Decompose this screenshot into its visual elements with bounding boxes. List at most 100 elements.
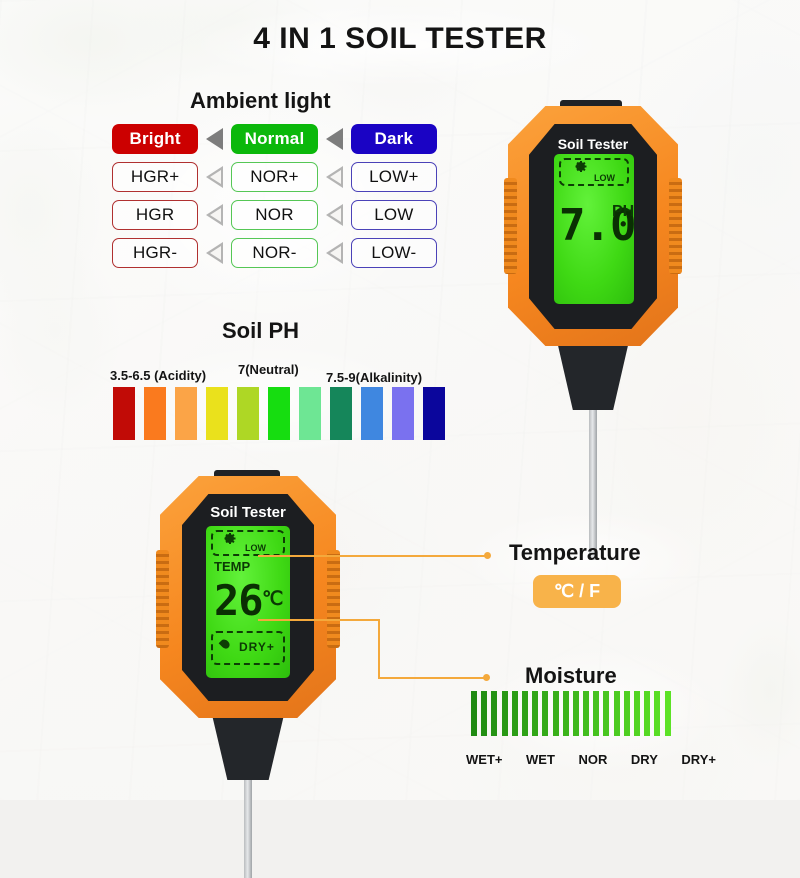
soil-ph-heading: Soil PH (222, 318, 300, 343)
moisture-bar-16 (634, 691, 640, 736)
moisture-bar-4 (511, 691, 518, 736)
connector-moist-dot (483, 674, 490, 681)
ph-color-bar-2 (175, 387, 197, 440)
ambient-row-plus: HGR+ NOR+ LOW+ (112, 162, 437, 192)
moisture-label-3: DRY (630, 752, 658, 767)
side-grip-left-temp (156, 550, 169, 648)
ambient-cell-hgr-minus: HGR- (112, 238, 199, 268)
ph-color-bar-1 (144, 387, 166, 440)
ambient-light-heading: Ambient light (190, 88, 331, 113)
ph-label-acidity: 3.5-6.5 (Acidity) (110, 368, 207, 383)
ph-color-bar-5 (268, 387, 290, 440)
connector-moist-line-b (378, 619, 380, 677)
side-grip-left-ph (504, 178, 517, 274)
ambient-cell-bright: Bright (112, 124, 199, 154)
moisture-heading: Moisture (525, 663, 617, 688)
ambient-cell-dark: Dark (350, 124, 437, 154)
moisture-bar-scale (471, 691, 671, 736)
moisture-bar-11 (583, 691, 590, 736)
lcd-screen-ph: LOW 7.0 PH (554, 154, 634, 304)
arrow-open-5 (198, 242, 231, 264)
sun-icon-ph (575, 161, 586, 172)
side-grip-right-temp (327, 550, 340, 648)
moisture-bar-3 (501, 691, 508, 736)
arrow-open-3 (198, 204, 231, 226)
connector-temp-line (258, 555, 488, 557)
moisture-bar-18 (654, 691, 661, 736)
ambient-cell-hgr: HGR (112, 200, 199, 230)
lcd-light-level-temp: LOW (245, 543, 266, 553)
lcd-light-frame-temp (211, 530, 285, 556)
lcd-temp-label: TEMP (214, 559, 251, 574)
connector-moist-line-a (258, 619, 378, 621)
lcd-moisture-state: DRY+ (239, 640, 275, 654)
device-temp-moisture-tester: Soil Tester LOW TEMP 26 ℃ DRY+ (148, 470, 348, 878)
moisture-bar-8 (552, 691, 559, 736)
moisture-bar-14 (613, 691, 620, 736)
arrow-solid-1 (198, 128, 231, 150)
lcd-unit-ph: PH (612, 203, 634, 220)
connector-moist-line-c (378, 677, 486, 679)
ambient-cell-normal: Normal (231, 124, 318, 154)
moisture-bar-12 (593, 691, 600, 736)
moisture-bar-10 (572, 691, 579, 736)
ph-color-bar-6 (299, 387, 321, 440)
moisture-label-2: NOR (578, 752, 608, 767)
ph-color-bar-7 (330, 387, 352, 440)
moisture-label-0: WET+ (466, 752, 503, 767)
lcd-unit-temp: ℃ (262, 589, 284, 610)
lcd-moisture-frame (211, 631, 285, 665)
ambient-row-minus: HGR- NOR- LOW- (112, 238, 437, 268)
ambient-cell-hgr-plus: HGR+ (112, 162, 199, 192)
lcd-reading-ph: 7.0 (559, 200, 634, 251)
connector-temp-dot (484, 552, 491, 559)
ph-color-bar-8 (361, 387, 383, 440)
moisture-scale-labels: WET+ WET NOR DRY DRY+ (466, 752, 716, 767)
temperature-units-badge: ℃ / F (533, 575, 621, 608)
arrow-open-2 (318, 166, 351, 188)
page-title: 4 IN 1 SOIL TESTER (253, 22, 547, 55)
ambient-cell-low-minus: LOW- (350, 238, 437, 268)
device-brand-temp: Soil Tester (210, 504, 286, 521)
device-brand-ph: Soil Tester (557, 136, 629, 152)
lcd-reading-temp: 26 (214, 576, 264, 625)
ph-color-bar-10 (423, 387, 445, 440)
infographic-content: 4 IN 1 SOIL TESTER Ambient light Bright … (110, 22, 716, 878)
moisture-bar-2 (491, 691, 498, 736)
moisture-bar-1 (481, 691, 488, 736)
ambient-light-table: Bright Normal Dark HGR+ NOR+ LOW+ HGR NO… (112, 124, 437, 276)
arrow-solid-2 (318, 128, 351, 150)
sun-icon-temp (224, 533, 235, 544)
ambient-cell-nor-plus: NOR+ (231, 162, 318, 192)
lcd-light-level-ph: LOW (594, 173, 615, 183)
moisture-label-1: WET (526, 752, 555, 767)
device-ph-tester: Soil Tester LOW 7.0 PH (498, 100, 688, 560)
moisture-label-4: DRY+ (681, 752, 716, 767)
moisture-bar-5 (521, 691, 528, 736)
side-grip-right-ph (669, 178, 682, 274)
arrow-open-1 (198, 166, 231, 188)
ambient-cell-nor-minus: NOR- (231, 238, 318, 268)
arrow-open-6 (318, 242, 351, 264)
moisture-bar-0 (471, 691, 477, 736)
ph-color-bar-0 (113, 387, 135, 440)
ambient-cell-low-plus: LOW+ (350, 162, 437, 192)
probe-ph (589, 390, 597, 560)
moisture-bar-7 (542, 691, 549, 736)
moisture-bar-17 (644, 691, 651, 736)
ambient-header-row: Bright Normal Dark (112, 124, 437, 154)
ambient-cell-low: LOW (350, 200, 437, 230)
moisture-bar-15 (623, 691, 630, 736)
lcd-screen-temp: LOW TEMP 26 ℃ DRY+ (206, 526, 290, 678)
moisture-bar-9 (562, 691, 569, 736)
moisture-bar-6 (532, 691, 539, 736)
arrow-open-4 (318, 204, 351, 226)
lcd-light-frame-ph (559, 158, 629, 186)
moisture-bar-13 (603, 691, 610, 736)
ambient-row-base: HGR NOR LOW (112, 200, 437, 230)
ph-label-alkalinity: 7.5-9(Alkalinity) (326, 370, 423, 385)
ph-color-bar-9 (392, 387, 414, 440)
moisture-bar-19 (664, 691, 671, 736)
ph-color-bar-3 (206, 387, 228, 440)
ph-color-strip (113, 387, 445, 440)
